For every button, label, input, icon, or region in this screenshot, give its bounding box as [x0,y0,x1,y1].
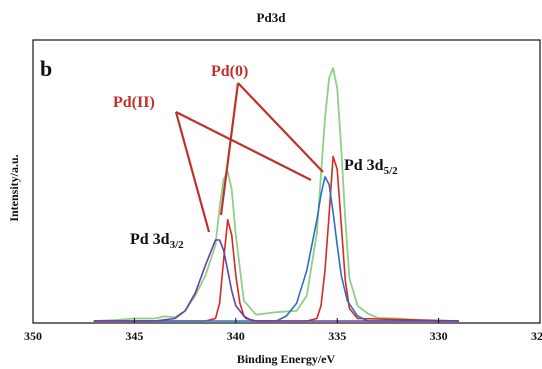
x-axis-label: Binding Energy/eV [237,352,336,366]
series-layer [93,67,459,322]
x-tick-label: 350 [24,329,42,343]
panel-label: b [40,56,52,81]
x-tick-label: 335 [328,329,346,343]
pd0-callout-line-right [237,82,324,173]
pd3d32-subscript: 3/2 [170,239,185,251]
pd3d32-annotation: Pd 3d3/2 [130,231,184,251]
pd0-callout-line-left [219,82,240,216]
pdii-annotation: Pd(II) [113,94,155,111]
x-tick-label: 340 [227,329,245,343]
x-tick-label: 330 [430,329,448,343]
x-axis-ticks: 350 345 340 335 330 325 [24,318,542,343]
series-line-pdii_52 [93,176,459,322]
series-line-pdii_32 [93,239,459,322]
annotation-lines [174,82,324,233]
pdii-callout-line-right [175,111,312,181]
pd3d52-annotation: Pd 3d5/2 [344,157,398,177]
pd0-annotation: Pd(0) [211,63,248,80]
chart-title: Pd3d [257,10,287,25]
y-axis-label: Intensity/a.u. [7,154,21,221]
pd3d52-main: Pd 3d [344,157,384,174]
pd3d32-main: Pd 3d [130,231,170,248]
x-tick-label: 325 [531,329,542,343]
x-tick-label: 345 [125,329,143,343]
pd3d52-subscript: 5/2 [384,165,399,177]
pdii-callout-line-left [174,111,211,233]
plot-frame [32,39,541,324]
